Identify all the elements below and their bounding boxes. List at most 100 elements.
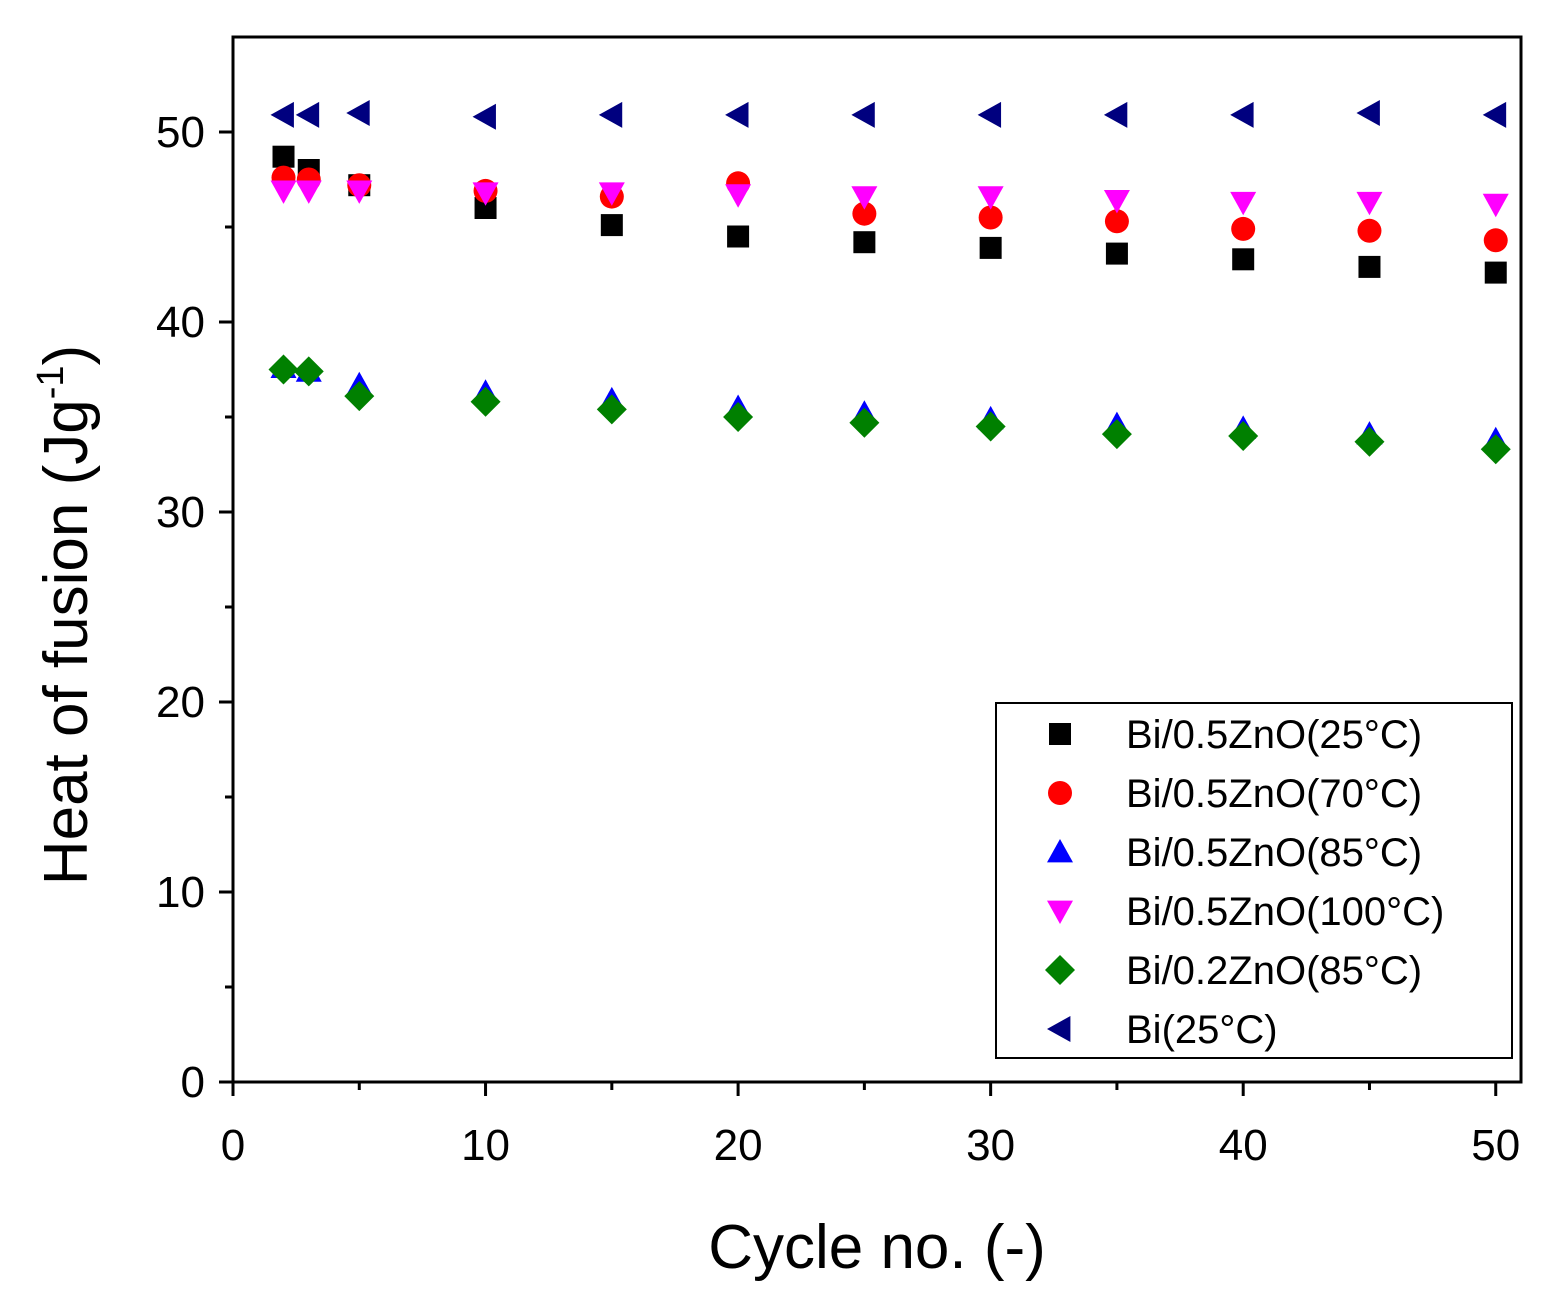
y-tick-label: 10: [156, 868, 205, 917]
legend-item: Bi/0.5ZnO(85°C): [1047, 831, 1422, 875]
x-tick-label: 50: [1471, 1121, 1520, 1170]
data-point: [472, 182, 499, 206]
data-point: [979, 236, 1002, 259]
x-tick-label: 10: [461, 1121, 510, 1170]
data-point: [723, 402, 754, 432]
data-point: [295, 180, 322, 204]
data-point: [1480, 434, 1511, 465]
data-point: [1231, 216, 1256, 241]
data-point: [270, 101, 294, 128]
axis-ticks: [219, 130, 1498, 1096]
legend: Bi/0.5ZnO(25°C) Bi/0.5ZnO(70°C) Bi/0.5ZnO(…: [995, 702, 1513, 1059]
x-tick-label: 20: [714, 1121, 763, 1170]
data-point: [270, 180, 297, 204]
data-point: [598, 182, 625, 206]
legend-label: Bi/0.5ZnO(70°C): [1126, 772, 1422, 816]
data-point: [1483, 228, 1508, 253]
legend-label: Bi/0.5ZnO(85°C): [1126, 831, 1422, 875]
axis-tick-labels: 0 10 20 30 40 50 0 10 20 30 40 50: [156, 108, 1520, 1170]
data-point: [344, 381, 375, 412]
data-point: [1232, 248, 1255, 271]
data-point: [1103, 190, 1130, 214]
data-point: [1354, 426, 1385, 457]
data-point: [1228, 421, 1259, 451]
y-axis-title-superscript: -1: [30, 365, 72, 399]
series-4: [268, 354, 1511, 465]
y-tick-label: 30: [156, 488, 205, 537]
legend-item: Bi/0.5ZnO(70°C): [1048, 772, 1422, 816]
data-point: [851, 186, 878, 210]
series-0: [272, 145, 1507, 284]
legend-marker: [1047, 839, 1073, 863]
data-point: [474, 197, 497, 219]
legend-marker: [1047, 900, 1073, 924]
data-point: [1357, 218, 1382, 243]
data-point: [727, 225, 750, 248]
legend-box: [995, 702, 1513, 1059]
series-3: [270, 180, 1509, 218]
data-point: [725, 184, 752, 208]
data-point: [1482, 193, 1509, 218]
data-point: [268, 354, 299, 385]
data-point: [977, 101, 1002, 128]
data-point: [1356, 100, 1380, 126]
data-point: [977, 186, 1004, 210]
y-axis-title-main: Heat of fusion (Jg: [32, 399, 101, 885]
data-point: [852, 201, 877, 226]
y-axis-title: Heat of fusion (Jg-1): [30, 345, 101, 885]
data-points: [268, 100, 1511, 465]
legend-label: Bi/0.2ZnO(85°C): [1126, 949, 1422, 993]
data-point: [1105, 242, 1128, 265]
data-point: [346, 180, 373, 204]
data-point: [853, 231, 876, 254]
data-point: [1358, 255, 1381, 278]
data-point: [1356, 191, 1383, 216]
data-point: [1103, 101, 1128, 128]
data-point: [470, 386, 501, 417]
data-point: [1101, 419, 1132, 450]
legend-marker: [1048, 781, 1072, 805]
data-point: [596, 394, 627, 425]
x-tick-label: 30: [966, 1121, 1015, 1170]
y-tick-label: 40: [156, 298, 205, 347]
data-point: [272, 145, 295, 168]
y-tick-label: 50: [156, 108, 205, 157]
series-5: [270, 100, 1507, 130]
data-point: [598, 101, 623, 128]
legend-marker: [1045, 955, 1075, 985]
y-tick-label: 0: [181, 1058, 205, 1107]
data-point: [1230, 101, 1254, 128]
data-point: [725, 101, 749, 128]
y-tick-label: 20: [156, 678, 205, 727]
data-point: [295, 101, 320, 128]
data-point: [472, 103, 496, 130]
data-point: [975, 411, 1006, 442]
plot-frame: [231, 35, 1523, 1084]
legend-label: Bi(25°C): [1126, 1008, 1278, 1052]
data-point: [600, 214, 623, 237]
x-axis-title: Cycle no. (-): [708, 1213, 1046, 1282]
legend-marker: [1047, 1016, 1071, 1042]
legend-item: Bi/0.5ZnO(25°C): [1049, 713, 1422, 757]
legend-item: Bi/0.2ZnO(85°C): [1045, 949, 1422, 993]
legend-item: Bi(25°C): [1047, 1008, 1278, 1052]
data-point: [1482, 101, 1507, 128]
data-point: [978, 205, 1003, 230]
series-2: [270, 354, 1509, 451]
legend-label: Bi/0.5ZnO(25°C): [1126, 713, 1422, 757]
legend-items: Bi/0.5ZnO(25°C) Bi/0.5ZnO(70°C) Bi/0.5ZnO(…: [1045, 713, 1444, 1052]
data-point: [851, 101, 875, 128]
series-1: [271, 165, 1508, 253]
y-axis-title-close: ): [32, 345, 101, 366]
x-tick-label: 40: [1219, 1121, 1268, 1170]
x-tick-label: 0: [221, 1121, 245, 1170]
legend-label: Bi/0.5ZnO(100°C): [1126, 890, 1444, 934]
legend-item: Bi/0.5ZnO(100°C): [1047, 890, 1444, 934]
data-point: [346, 100, 370, 126]
data-point: [293, 356, 324, 387]
data-point: [1230, 191, 1257, 216]
data-point: [1104, 209, 1129, 234]
legend-marker: [1049, 723, 1071, 745]
